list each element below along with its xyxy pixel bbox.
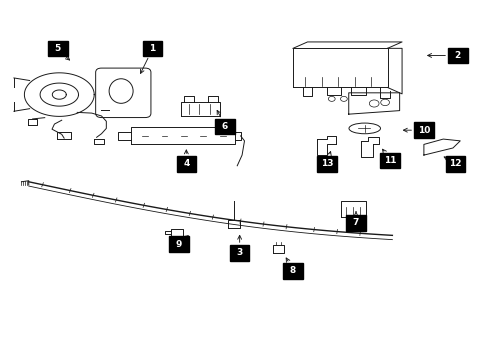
Text: 1: 1 bbox=[149, 44, 155, 53]
FancyBboxPatch shape bbox=[176, 156, 196, 172]
FancyBboxPatch shape bbox=[169, 236, 188, 252]
Text: 9: 9 bbox=[176, 239, 182, 248]
FancyBboxPatch shape bbox=[142, 41, 162, 56]
Text: 13: 13 bbox=[320, 159, 332, 168]
FancyBboxPatch shape bbox=[447, 48, 467, 63]
FancyBboxPatch shape bbox=[346, 215, 365, 230]
Text: 4: 4 bbox=[183, 159, 189, 168]
FancyBboxPatch shape bbox=[380, 153, 399, 168]
FancyBboxPatch shape bbox=[413, 122, 433, 138]
Text: 11: 11 bbox=[383, 156, 395, 165]
FancyBboxPatch shape bbox=[283, 263, 302, 279]
Text: 7: 7 bbox=[352, 218, 359, 227]
FancyBboxPatch shape bbox=[445, 156, 464, 172]
Text: 2: 2 bbox=[454, 51, 460, 60]
Text: 10: 10 bbox=[417, 126, 429, 135]
Text: 3: 3 bbox=[236, 248, 242, 257]
FancyBboxPatch shape bbox=[317, 156, 336, 172]
Text: 5: 5 bbox=[55, 44, 61, 53]
FancyBboxPatch shape bbox=[215, 119, 234, 134]
FancyBboxPatch shape bbox=[229, 245, 249, 261]
Text: 12: 12 bbox=[448, 159, 461, 168]
Text: 6: 6 bbox=[222, 122, 228, 131]
FancyBboxPatch shape bbox=[48, 41, 67, 56]
Text: 8: 8 bbox=[289, 266, 296, 275]
